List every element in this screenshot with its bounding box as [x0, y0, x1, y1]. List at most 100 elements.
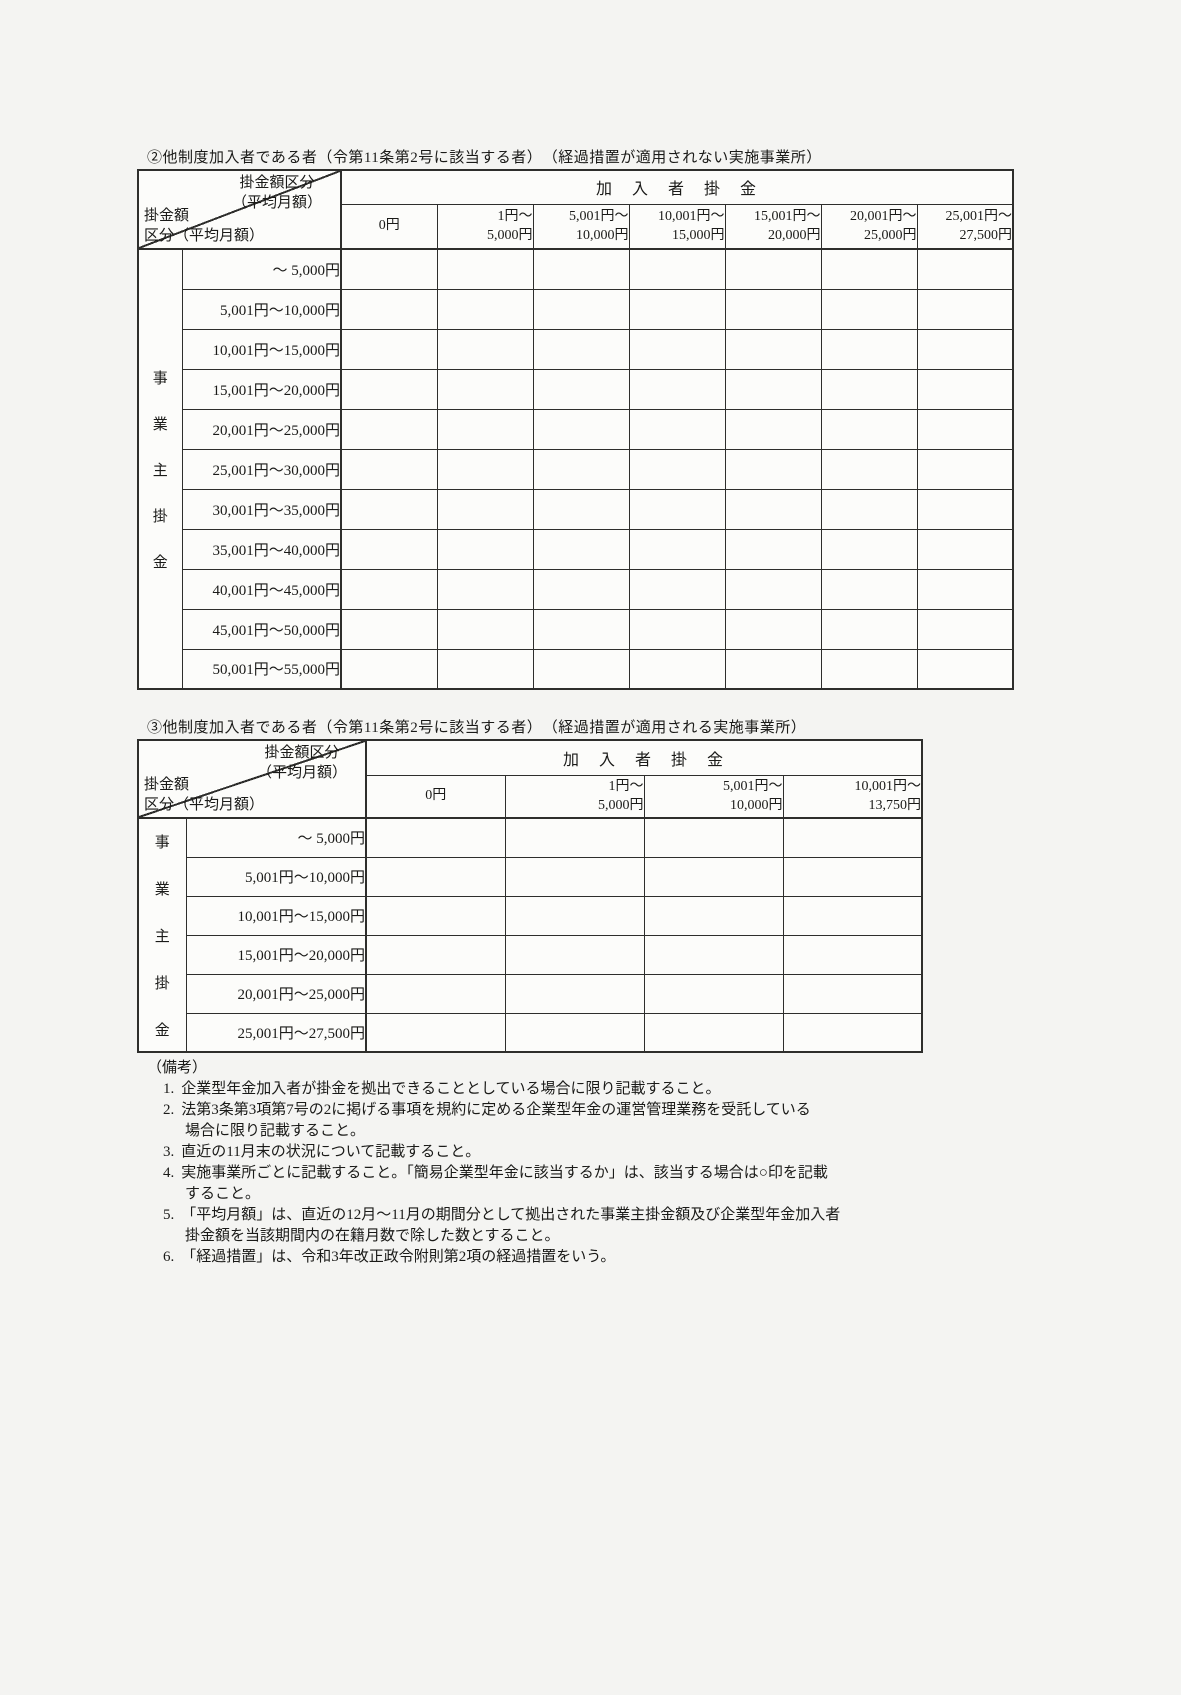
empty-data-cell: [365, 1012, 506, 1053]
empty-data-cell: [532, 528, 630, 570]
empty-data-cell: [782, 973, 923, 1014]
axis-char: 掛: [154, 975, 170, 992]
empty-data-cell: [643, 895, 784, 936]
axis-char: 主: [152, 462, 168, 479]
empty-data-cell: [628, 408, 726, 450]
empty-data-cell: [820, 288, 918, 330]
note-item: 4. 実施事業所ごとに記載すること。「簡易企業型年金に該当するか」は、該当する場合…: [137, 1163, 1014, 1205]
column-range-line: 25,001円～: [945, 208, 1013, 224]
empty-data-cell: [724, 488, 822, 530]
empty-data-cell: [340, 448, 438, 490]
note-number: 6.: [163, 1249, 175, 1265]
empty-data-cell: [340, 528, 438, 570]
row-range-label: 30,001円～35,000円: [181, 488, 342, 530]
empty-data-cell: [365, 934, 506, 975]
row-range-label: 5,001円～10,000円: [185, 856, 367, 897]
empty-data-cell: [643, 1012, 784, 1053]
note-item: 6. 「経過措置」は、令和3年改正政令附則第2項の経過措置をいう。: [137, 1247, 1014, 1268]
row-range-label: 15,001円～20,000円: [181, 368, 342, 410]
row-range-label: 5,001円～10,000円: [181, 288, 342, 330]
employer-contribution-axis-label: 事業主掛金: [137, 248, 183, 690]
note-number: 1.: [163, 1081, 175, 1097]
empty-data-cell: [532, 368, 630, 410]
empty-data-cell: [436, 568, 534, 610]
empty-data-cell: [724, 288, 822, 330]
empty-data-cell: [532, 448, 630, 490]
column-range-line: 5,000円: [487, 228, 533, 244]
empty-data-cell: [436, 488, 534, 530]
empty-data-cell: [628, 248, 726, 290]
empty-data-cell: [628, 328, 726, 370]
row-range-label: 10,001円～15,000円: [185, 895, 367, 936]
empty-data-cell: [820, 328, 918, 370]
empty-data-cell: [643, 856, 784, 897]
note-text: 法第3条第3項第7号の2に掲げる事項を規約に定める企業型年金の運営管理業務を受託…: [181, 1102, 811, 1118]
empty-data-cell: [436, 528, 534, 570]
axis-char: 事: [152, 370, 168, 387]
empty-data-cell: [628, 288, 726, 330]
empty-data-cell: [724, 368, 822, 410]
empty-data-cell: [782, 817, 923, 858]
empty-data-cell: [643, 817, 784, 858]
empty-data-cell: [628, 448, 726, 490]
note-text: 実施事業所ごとに記載すること。「簡易企業型年金に該当するか」は、該当する場合は○…: [181, 1165, 828, 1181]
empty-data-cell: [820, 408, 918, 450]
empty-data-cell: [436, 448, 534, 490]
corner-header-cell: 掛金額区分 （平均月額） 掛金額 区分（平均月額）: [137, 169, 342, 250]
empty-data-cell: [532, 488, 630, 530]
empty-data-cell: [436, 248, 534, 290]
empty-data-cell: [340, 328, 438, 370]
empty-data-cell: [340, 248, 438, 290]
column-range-header: 0円: [365, 774, 506, 819]
table3-block: ③他制度加入者である者（令第11条第2号に該当する者） （経過措置が適用される実…: [137, 716, 1014, 1053]
empty-data-cell: [340, 608, 438, 650]
empty-data-cell: [724, 568, 822, 610]
empty-data-cell: [628, 608, 726, 650]
column-range-line: 15,001円～: [754, 208, 821, 224]
row-range-label: 40,001円～45,000円: [181, 568, 342, 610]
corner-label-line: 掛金額: [144, 777, 190, 793]
empty-data-cell: [916, 528, 1014, 570]
table2-title: ②他制度加入者である者（令第11条第2号に該当する者） （経過措置が適用されない…: [147, 150, 822, 166]
empty-data-cell: [820, 648, 918, 690]
corner-label-line: 掛金額区分: [239, 175, 315, 191]
notes-list: 1. 企業型年金加入者が掛金を拠出できることとしている場合に限り記載すること。 2.…: [137, 1079, 1014, 1268]
empty-data-cell: [643, 934, 784, 975]
column-range-header: 5,001円～ 10,000円: [532, 203, 630, 250]
table2-mount: 掛金額区分 （平均月額） 掛金額 区分（平均月額）加 入 者 掛 金 0円 1円～ 5,00…: [137, 169, 1014, 690]
empty-data-cell: [504, 856, 645, 897]
empty-data-cell: [436, 368, 534, 410]
diagonal-line: [139, 741, 364, 816]
empty-data-cell: [436, 288, 534, 330]
column-range-line: 27,500円: [959, 228, 1013, 244]
empty-data-cell: [504, 934, 645, 975]
row-range-label: 50,001円～55,000円: [181, 648, 342, 690]
empty-data-cell: [532, 288, 630, 330]
column-range-line: 5,001円～: [569, 208, 629, 224]
empty-data-cell: [365, 856, 506, 897]
column-range-header: 25,001円～ 27,500円: [916, 203, 1014, 250]
corner-label-line: （平均月額）: [231, 194, 322, 211]
note-text-continuation: すること。: [185, 1186, 261, 1202]
note-item: 3. 直近の11月末の状況について記載すること。: [137, 1142, 1014, 1163]
note-text: 企業型年金加入者が掛金を拠出できることとしている場合に限り記載すること。: [181, 1081, 721, 1097]
empty-data-cell: [504, 973, 645, 1014]
axis-char: 業: [152, 416, 168, 433]
empty-data-cell: [436, 608, 534, 650]
empty-data-cell: [916, 648, 1014, 690]
empty-data-cell: [820, 248, 918, 290]
empty-data-cell: [724, 648, 822, 690]
empty-data-cell: [436, 648, 534, 690]
participant-contribution-header: 加 入 者 掛 金: [340, 169, 1014, 205]
empty-data-cell: [504, 1012, 645, 1053]
axis-char: 掛: [152, 508, 168, 525]
notes-heading: （備考）: [147, 1060, 208, 1076]
empty-data-cell: [782, 895, 923, 936]
corner-label-line: 掛金額区分: [264, 745, 340, 761]
row-range-label: 25,001円～27,500円: [185, 1012, 367, 1053]
corner-header-cell: 掛金額区分 （平均月額） 掛金額 区分（平均月額）: [137, 739, 367, 819]
empty-data-cell: [820, 368, 918, 410]
row-range-label: 15,001円～20,000円: [185, 934, 367, 975]
corner-label-rows: 掛金額 区分（平均月額）: [144, 207, 264, 246]
document-page: ②他制度加入者である者（令第11条第2号に該当する者） （経過措置が適用されない…: [137, 146, 1014, 1268]
